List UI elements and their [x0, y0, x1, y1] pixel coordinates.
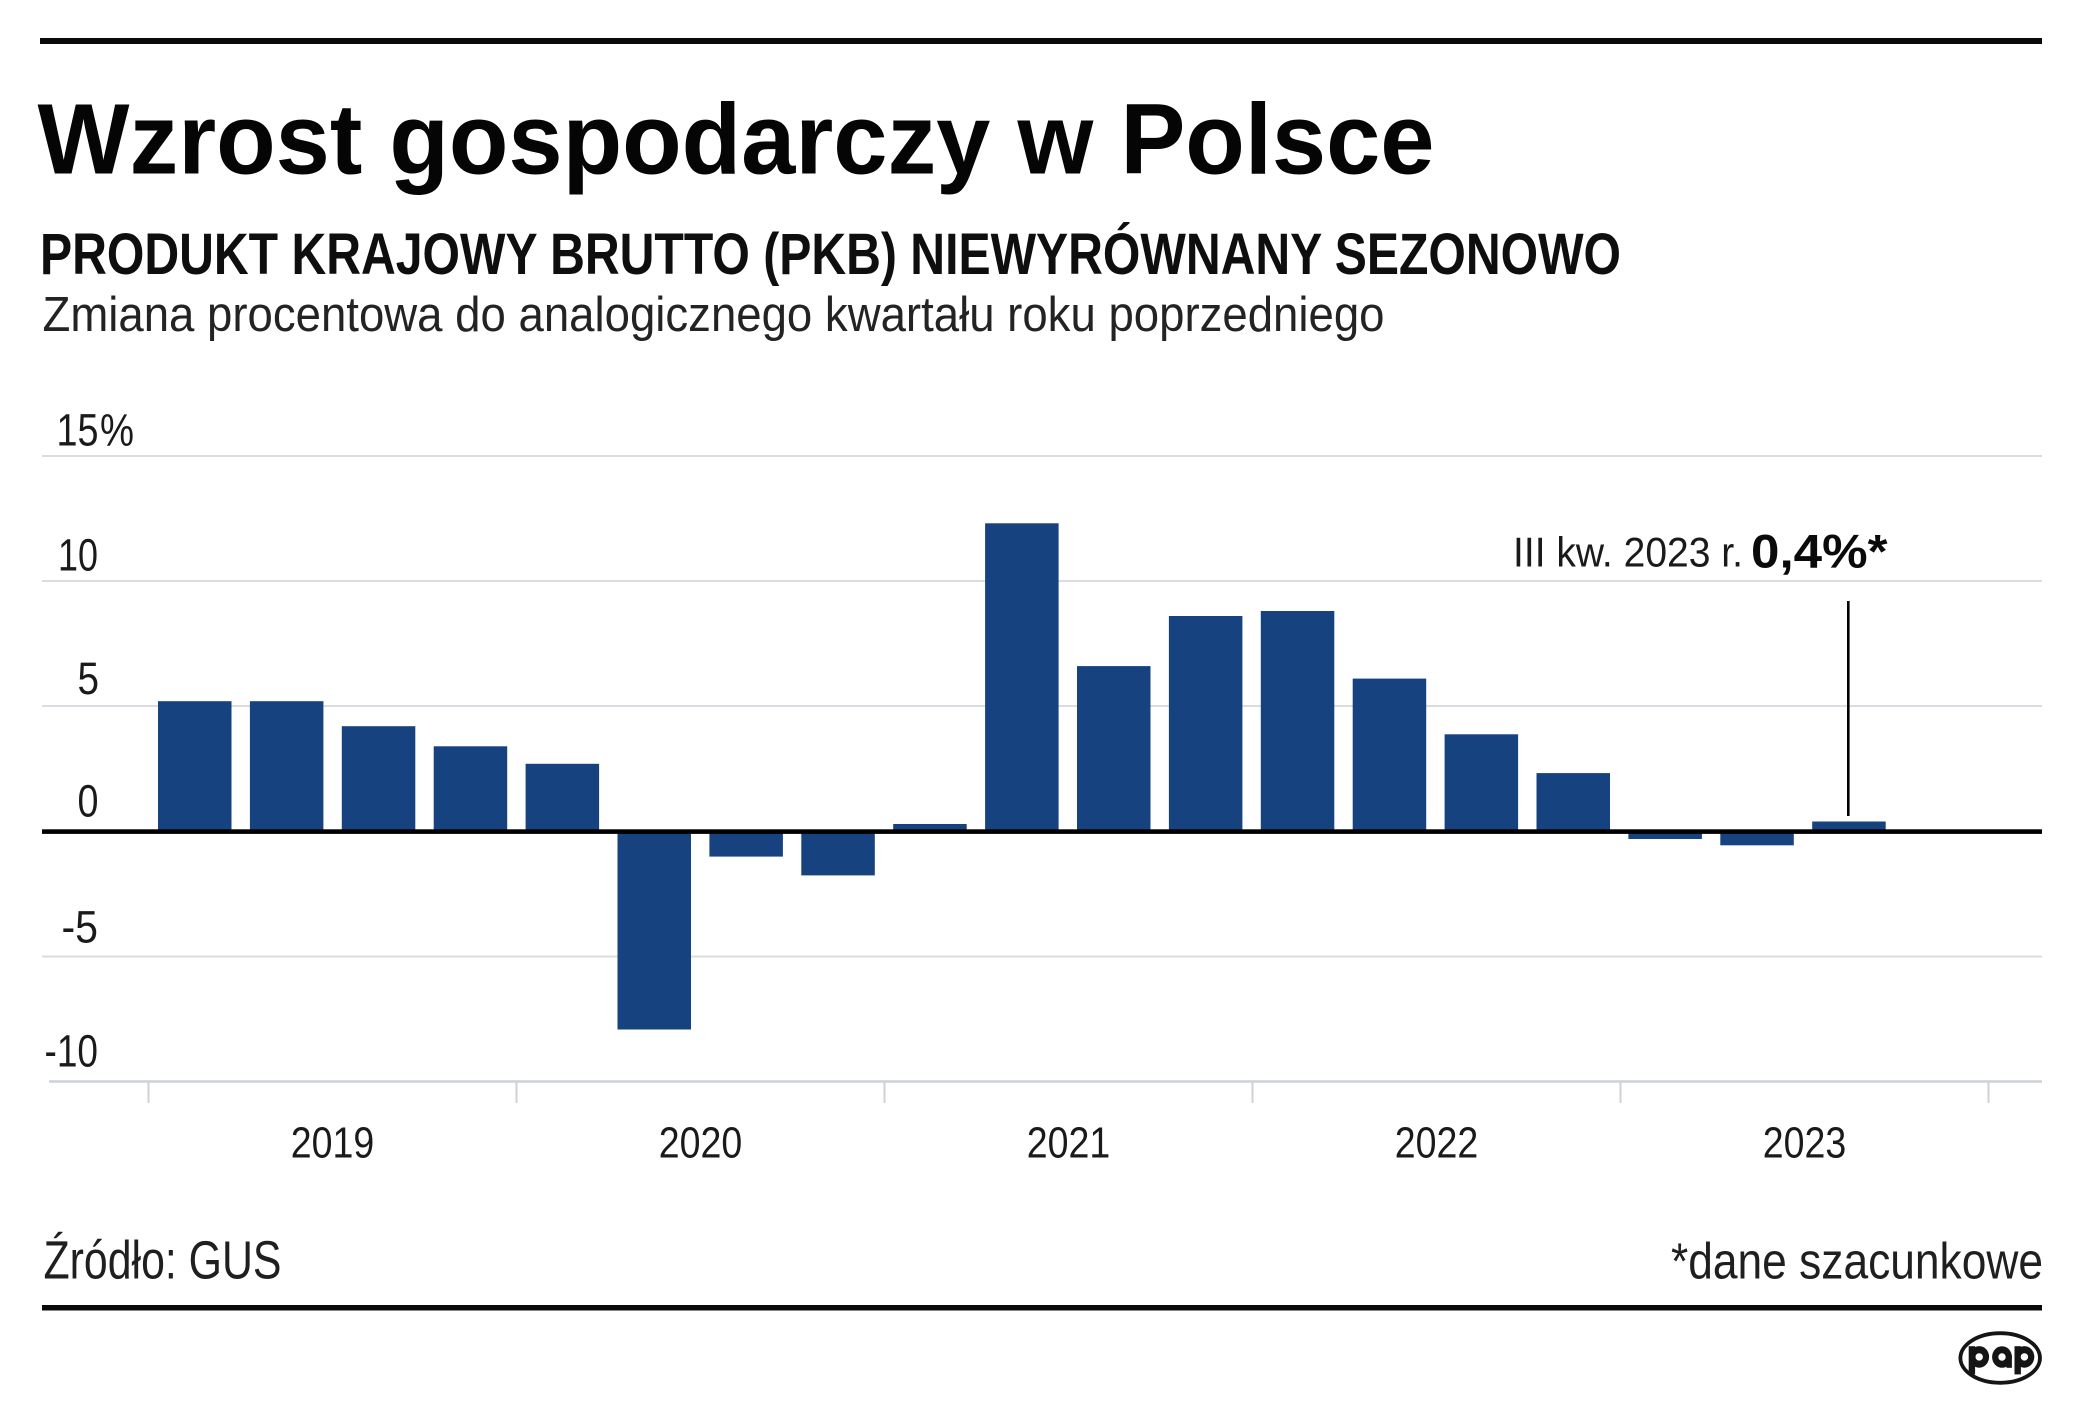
- svg-text:0: 0: [78, 776, 99, 827]
- svg-text:Zmiana procentowa do analogicz: Zmiana procentowa do analogicznego kwart…: [43, 288, 1385, 342]
- svg-text:%: %: [100, 405, 134, 456]
- svg-text:Źródło: GUS: Źródło: GUS: [44, 1231, 282, 1291]
- svg-text:PRODUKT KRAJOWY BRUTTO (PKB) N: PRODUKT KRAJOWY BRUTTO (PKB) NIEWYRÓWNAN…: [40, 221, 1621, 287]
- svg-text:0,4%*: 0,4%*: [1751, 526, 1888, 579]
- svg-text:2022: 2022: [1395, 1120, 1479, 1168]
- svg-text:Wzrost gospodarczy w Polsce: Wzrost gospodarczy w Polsce: [38, 84, 1435, 196]
- svg-text:2021: 2021: [1027, 1120, 1111, 1168]
- svg-text:5: 5: [78, 653, 100, 704]
- svg-text:*dane szacunkowe: *dane szacunkowe: [1671, 1233, 2043, 1290]
- svg-text:2023: 2023: [1763, 1120, 1847, 1168]
- svg-text:-10: -10: [45, 1026, 99, 1077]
- svg-text:2020: 2020: [659, 1120, 743, 1168]
- svg-text:III kw. 2023 r.: III kw. 2023 r.: [1513, 529, 1743, 576]
- svg-text:2019: 2019: [291, 1120, 375, 1168]
- svg-text:10: 10: [58, 530, 98, 581]
- svg-text:15: 15: [57, 405, 99, 456]
- svg-text:-5: -5: [62, 902, 99, 953]
